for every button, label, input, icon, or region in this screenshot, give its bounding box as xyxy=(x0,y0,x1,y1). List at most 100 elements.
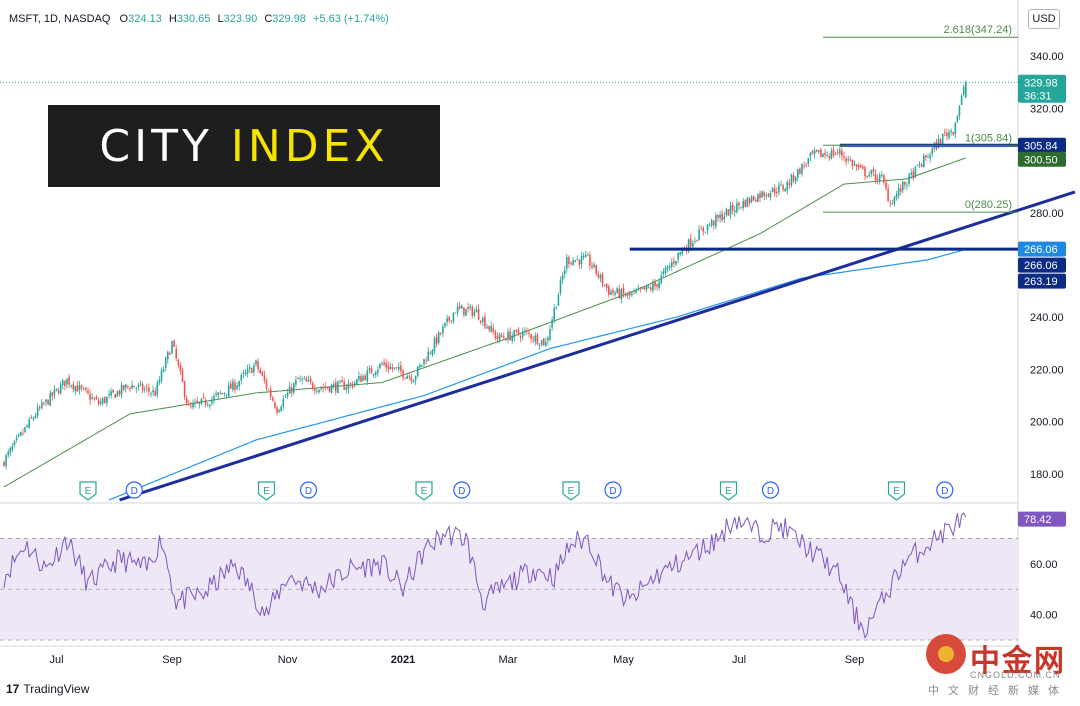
candle-body xyxy=(356,379,358,385)
candle-body xyxy=(662,271,665,275)
close-label: C xyxy=(264,13,272,25)
dividend-marker xyxy=(125,481,143,499)
candle-body xyxy=(704,231,707,233)
candle-body xyxy=(679,251,681,255)
candle-body xyxy=(862,166,864,169)
candle-body xyxy=(715,215,717,227)
event-label: E xyxy=(85,486,92,497)
price-tick-label: 340.00 xyxy=(1030,51,1064,63)
time-tick-label: 2021 xyxy=(391,654,415,666)
candle-body xyxy=(492,327,495,332)
candle-body xyxy=(610,291,612,295)
candle-body xyxy=(278,409,280,412)
candle-body xyxy=(671,262,673,267)
candle-body xyxy=(83,388,85,390)
candle-body xyxy=(650,287,652,290)
candle-body xyxy=(912,171,915,179)
candle-body xyxy=(652,283,654,291)
candle-body xyxy=(185,398,188,404)
time-tick-label: Nov xyxy=(278,654,298,666)
candle-body xyxy=(362,376,364,381)
candle-body xyxy=(763,192,765,197)
candle-body xyxy=(786,181,789,191)
candle-body xyxy=(633,291,635,293)
candle-body xyxy=(868,174,870,177)
candle-body xyxy=(444,322,446,327)
candle-body xyxy=(326,387,329,389)
earnings-marker xyxy=(79,481,97,501)
candle-body xyxy=(517,329,520,335)
candle-body xyxy=(629,291,631,296)
dividend-marker xyxy=(299,481,318,499)
candle-body xyxy=(91,397,93,399)
candle-body xyxy=(339,380,341,382)
candle-body xyxy=(946,132,948,137)
event-label: E xyxy=(893,486,900,497)
candle-body xyxy=(78,385,81,391)
candle-body xyxy=(914,166,917,178)
candle-body xyxy=(559,280,562,294)
candle-body xyxy=(34,415,37,418)
candle-body xyxy=(347,383,350,390)
candle-body xyxy=(450,320,453,322)
price-tick-label: 320.00 xyxy=(1030,103,1064,115)
candle-body xyxy=(597,274,600,277)
candle-body xyxy=(238,381,240,387)
candle-body xyxy=(515,329,518,331)
candle-body xyxy=(538,345,541,347)
open-value: 324.13 xyxy=(128,13,162,25)
price-axis[interactable]: 180.00200.00220.00240.00260.00280.00300.… xyxy=(1030,51,1064,622)
candle-body xyxy=(570,263,572,264)
candle-body xyxy=(366,370,369,382)
candle-body xyxy=(364,375,366,380)
candle-body xyxy=(958,106,961,116)
candle-body xyxy=(534,335,537,342)
candle-body xyxy=(143,388,146,390)
candle-body xyxy=(635,290,637,293)
candle-body xyxy=(85,388,87,390)
candle-body xyxy=(370,367,373,374)
candle-body xyxy=(160,370,163,382)
logo-word-city: CITY xyxy=(99,120,213,172)
candle-body xyxy=(318,389,320,393)
candle-body xyxy=(698,229,700,241)
candle-body xyxy=(257,360,259,370)
rsi-series xyxy=(3,512,967,639)
time-axis[interactable]: Jul Sep Nov 2021 Mar May Jul Sep xyxy=(49,654,864,666)
candle-body xyxy=(429,352,432,354)
candle-body xyxy=(200,398,203,404)
rsi-tag-text: 78.42 xyxy=(1024,514,1052,526)
candle-body xyxy=(114,394,117,399)
candle-body xyxy=(589,254,591,266)
candle-body xyxy=(965,82,967,98)
candle-body xyxy=(723,216,726,220)
candle-body xyxy=(125,384,127,388)
candle-body xyxy=(734,210,736,213)
currency-button[interactable]: USD xyxy=(1028,9,1060,29)
candle-body xyxy=(188,404,190,406)
time-tick-label: Jul xyxy=(732,654,746,666)
candle-body xyxy=(710,219,713,226)
candle-body xyxy=(717,214,719,218)
candle-body xyxy=(387,365,390,370)
candle-body xyxy=(563,269,566,275)
tradingview-brand[interactable]: 17 TradingView xyxy=(6,682,89,696)
candle-body xyxy=(20,432,22,436)
candle-body xyxy=(383,362,385,365)
earnings-marker xyxy=(719,481,738,501)
candle-body xyxy=(435,336,438,344)
candle-body xyxy=(547,337,549,341)
candle-body xyxy=(826,155,828,156)
candle-body xyxy=(45,399,47,403)
candle-body xyxy=(771,187,774,192)
candle-body xyxy=(920,164,923,167)
candle-body xyxy=(171,341,173,354)
candle-body xyxy=(129,387,131,389)
candle-body xyxy=(389,366,392,369)
candle-body xyxy=(221,393,224,395)
candle-body xyxy=(899,188,902,192)
price-tag-text: 300.50 xyxy=(1024,154,1058,166)
candle-body xyxy=(962,86,965,95)
candle-body xyxy=(11,446,14,450)
